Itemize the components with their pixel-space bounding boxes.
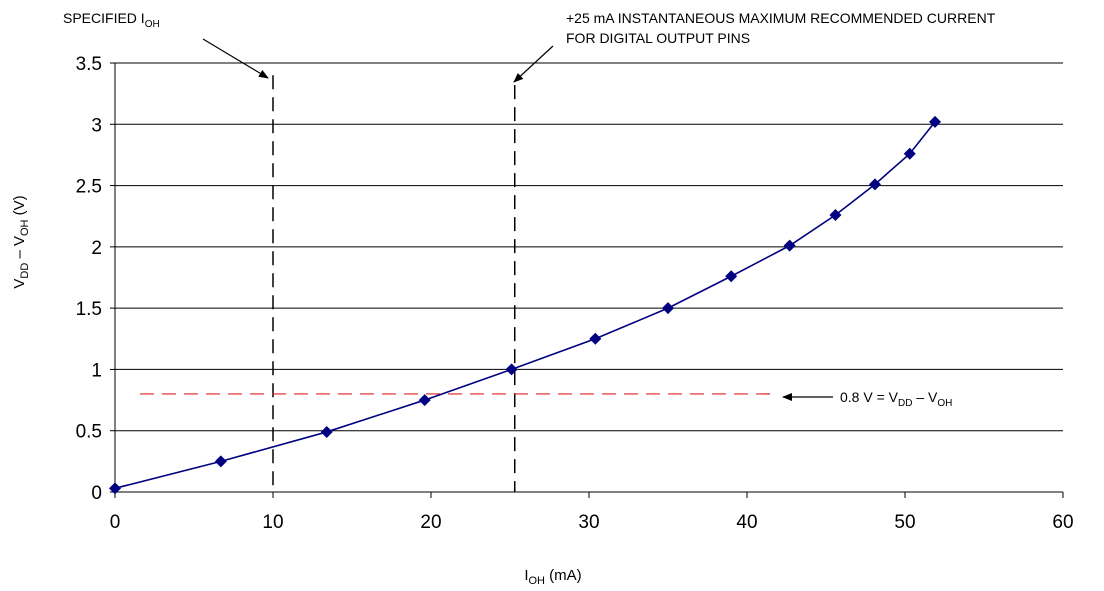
annotation-specified-text: SPECIFIED I [63,10,145,26]
data-point-9 [829,208,842,221]
data-point-7 [725,270,738,283]
data-point-3 [418,394,431,407]
reference-lines [140,75,771,492]
y-tick-label-3: 1.5 [76,299,102,320]
annotation-threshold: 0.8 V = VDD – VOH [840,389,952,409]
y-axis-title: VDD – VOH (V) [11,195,31,288]
x-axis-title-main: I [524,567,528,584]
series-group [109,115,942,495]
annotation-specified-arrow [202,38,269,79]
annotation-threshold-sub2: OH [937,398,952,409]
y-tick-label-0: 0 [91,483,102,504]
x-tick-label-4: 40 [736,512,757,533]
y-tick-label-5: 2.5 [76,177,102,198]
data-point-8 [783,239,796,252]
data-point-2 [320,425,333,438]
data-point-4 [505,363,518,376]
y-tick-label-6: 3 [91,115,102,136]
x-tick-labels: 0 10 20 30 40 50 60 [110,512,1074,533]
data-point-12 [929,115,942,128]
x-tick-label-5: 50 [894,512,915,533]
y-axis-title-part3: (V) [11,195,28,219]
x-tick-label-1: 10 [262,512,283,533]
x-tick-label-0: 0 [110,512,121,533]
annotation-specified-ioh: SPECIFIED IOH [63,10,160,30]
annotation-threshold-part1: 0.8 V = V [840,389,899,405]
annotation-threshold-sub1: DD [898,398,912,409]
data-point-1 [214,455,227,468]
x-tick-label-2: 20 [420,512,441,533]
x-tick-label-6: 60 [1052,512,1073,533]
x-tick-label-3: 30 [578,512,599,533]
series-line-0 [114,121,936,490]
data-point-5 [589,332,602,345]
annotation-specified-subscript: OH [145,19,160,30]
data-point-11 [903,147,916,160]
x-axis-title-subscript: OH [529,575,546,587]
x-axis-title: IOH (mA) [524,567,581,587]
y-axis-title-sub2: OH [19,219,31,236]
y-axis-title-part1: V [11,279,28,289]
y-tick-label-2: 1 [91,360,102,381]
y-axis-title-part2: – V [11,236,28,263]
axes [110,62,1064,498]
y-tick-label-4: 2 [91,238,102,259]
gridlines [115,62,1063,432]
y-tick-label-7: 3.5 [76,54,102,75]
annotation-max-current-line1: +25 mA INSTANTANEOUS MAXIMUM RECOMMENDED… [566,10,996,26]
y-tick-label-1: 0.5 [76,422,102,443]
annotation-threshold-part2: – V [912,389,938,405]
x-axis-title-rest: (mA) [545,567,582,584]
y-axis-title-sub1: DD [19,263,31,279]
annotation-max-current-line2: FOR DIGITAL OUTPUT PINS [566,30,750,46]
annotation-max-current-arrow [513,45,554,83]
y-tick-labels: 0 0.5 1 1.5 2 2.5 3 3.5 [76,54,102,504]
data-point-6 [662,302,674,315]
data-point-0 [109,482,121,495]
data-point-10 [868,178,881,191]
